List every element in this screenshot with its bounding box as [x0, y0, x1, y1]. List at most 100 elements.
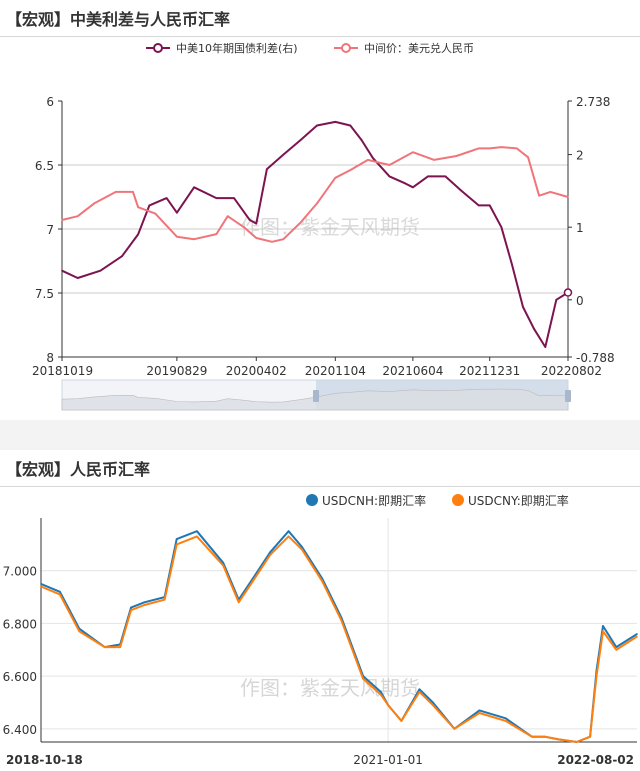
cny-fixing-point	[226, 215, 229, 217]
spread-point	[460, 190, 463, 192]
spread-point	[488, 204, 491, 207]
usdcny-point	[222, 564, 224, 567]
usdcnh-point	[59, 590, 61, 593]
usdcnh-point	[615, 646, 618, 648]
cny-fixing-point	[154, 212, 157, 215]
cny-fixing-point	[271, 241, 273, 243]
usdcny-point	[557, 738, 560, 741]
usdcny-point	[589, 735, 591, 738]
x-axis-tick-label: 2018-10-18	[6, 753, 83, 767]
cny-fixing-point	[137, 206, 139, 209]
usdcny-point	[103, 646, 106, 648]
usdcny-point	[575, 741, 578, 743]
usdcny-series-line	[40, 535, 638, 743]
spread-point	[372, 157, 374, 160]
usdcnh-point	[478, 709, 481, 712]
cny-fixing-point	[500, 146, 503, 148]
usdcnh-point	[175, 538, 178, 540]
spread-point	[404, 182, 407, 185]
x-axis-tick-label: 2022-08-02	[557, 753, 634, 767]
left-axis-tick-label: 7.5	[35, 287, 54, 301]
title-divider	[0, 486, 640, 487]
cny-fixing-point	[567, 196, 569, 198]
spread-point	[544, 346, 547, 348]
usdcny-point	[269, 554, 271, 556]
spread-point	[121, 255, 123, 258]
usdcny-point	[119, 646, 122, 648]
spread-point	[412, 186, 414, 189]
cny-fixing-point	[549, 191, 552, 193]
x-axis-tick-label: 20211231	[459, 364, 520, 378]
title-divider	[0, 36, 640, 37]
spread-point	[233, 197, 235, 199]
panel-separator	[0, 420, 640, 450]
spread-point	[388, 175, 391, 178]
usdcnh-point	[432, 701, 434, 704]
cny-fixing-point	[455, 155, 458, 157]
cny-fixing-point	[527, 156, 529, 159]
x-axis-tick-label: 20190829	[146, 364, 207, 378]
cny-fixing-point	[114, 191, 117, 193]
usdcnh-point	[222, 562, 224, 564]
cny-fixing-point	[349, 169, 352, 171]
x-axis-tick-label: 20220802	[541, 364, 602, 378]
usdcny-point	[432, 704, 434, 706]
spread-point	[266, 168, 268, 170]
spread-point	[61, 269, 63, 272]
chart1-title: 【宏观】中美利差与人民币汇率	[6, 10, 231, 29]
usdcny-point	[615, 648, 618, 651]
usdcny-point	[287, 535, 290, 538]
usdcny-point	[379, 693, 382, 696]
spread-point	[193, 186, 195, 189]
cny-fixing-point	[488, 147, 491, 150]
spread-point	[477, 204, 480, 207]
cny-fixing-point	[299, 221, 302, 224]
spread-point	[500, 226, 503, 228]
usdcny-point	[602, 630, 604, 633]
y-axis-tick-label: 7.000	[3, 565, 37, 579]
usdcny-point	[143, 604, 146, 606]
spread-point	[137, 233, 139, 236]
cny-fixing-point	[215, 233, 218, 235]
legend-dot-icon	[306, 494, 318, 506]
spread-point	[522, 306, 524, 308]
spread-series-line	[61, 120, 569, 348]
spread-point	[99, 269, 102, 272]
usdcny-point	[340, 619, 343, 622]
left-axis-tick-label: 6	[46, 95, 54, 109]
cny-fixing-point	[93, 202, 95, 205]
cny-fixing-point	[282, 238, 285, 241]
zoom-slider-right-handle[interactable]	[565, 390, 571, 402]
x-axis-tick-label: 20200402	[226, 364, 287, 378]
usdcnh-series-line	[40, 530, 638, 743]
usdcny-point	[301, 548, 303, 551]
cny-fixing-point	[515, 147, 518, 150]
usdcny-point	[636, 635, 638, 638]
usdcny-point	[40, 585, 42, 588]
right-axis-tick-label: 1	[576, 221, 584, 235]
left-axis-tick-label: 6.5	[35, 159, 54, 173]
watermark: 作图：紫金天风期货	[240, 215, 420, 239]
usdcny-point	[362, 677, 364, 680]
x-axis-tick-label: 2021-01-01	[353, 753, 423, 767]
usdcnh-point	[418, 688, 421, 691]
spread-point	[334, 121, 337, 123]
spread-point	[349, 124, 352, 127]
usdcnh-point	[196, 530, 198, 532]
usdcny-point	[418, 691, 421, 693]
x-axis-tick-label: 20210604	[382, 364, 443, 378]
usdcny-point	[400, 720, 403, 722]
usdcny-point	[196, 535, 198, 538]
cny-fixing-point	[243, 226, 246, 229]
usdcnh-point	[287, 530, 290, 532]
cny-fixing-point	[334, 177, 337, 179]
spread-point	[76, 277, 79, 279]
zoom-slider-left-handle[interactable]	[313, 390, 319, 402]
spread-point	[533, 328, 535, 330]
usdcnh-point	[130, 606, 132, 609]
usdcny-point	[130, 609, 132, 612]
cny-fixing-point	[388, 164, 391, 166]
chart2-title: 【宏观】人民币汇率	[6, 460, 151, 479]
cny-fixing-point	[433, 159, 435, 161]
usdcnh-point	[301, 546, 303, 548]
